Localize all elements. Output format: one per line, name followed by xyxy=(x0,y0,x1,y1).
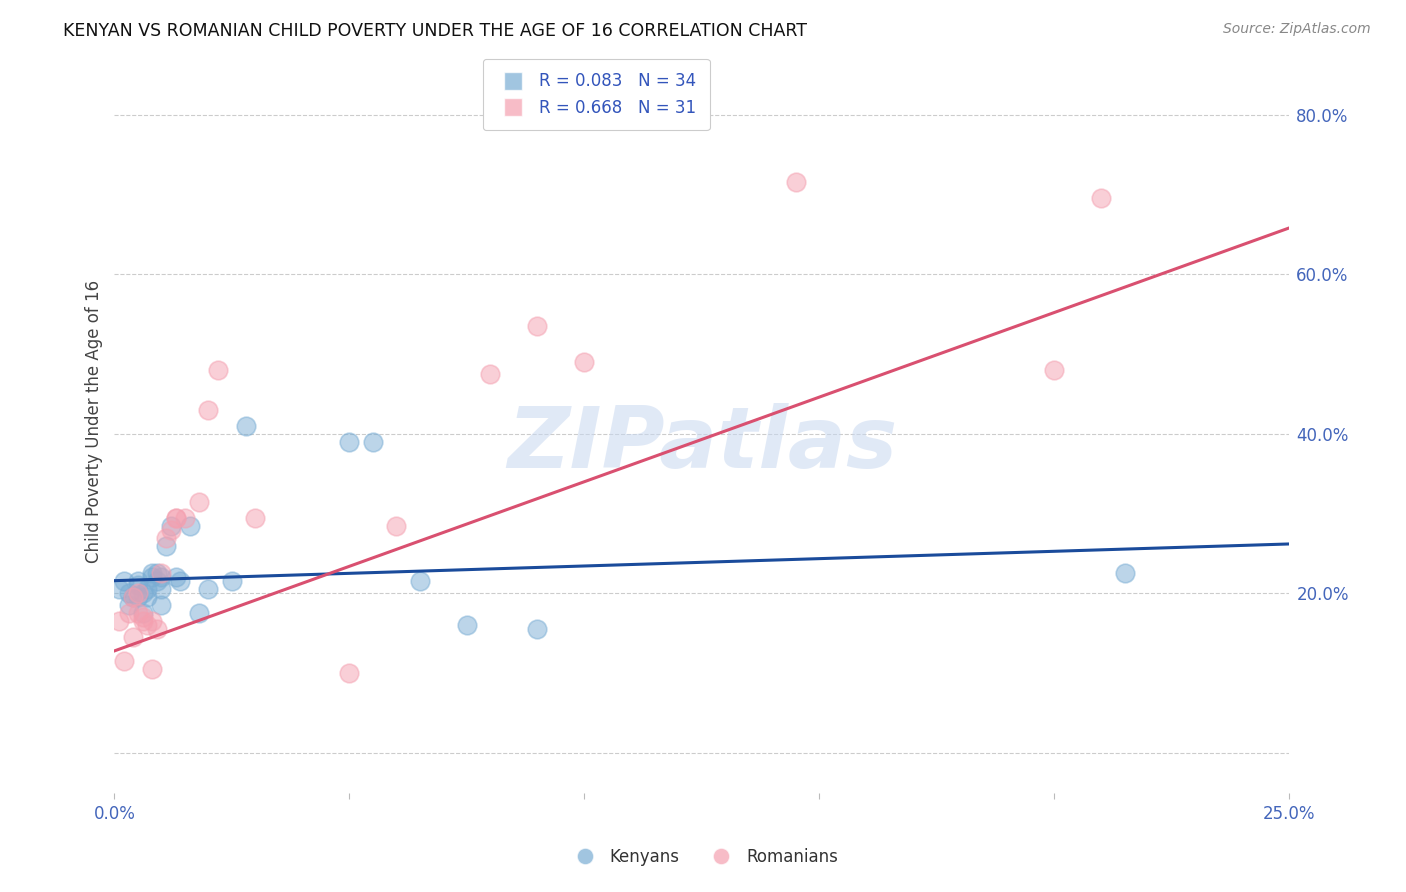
Point xyxy=(174,510,197,524)
Point xyxy=(122,591,145,605)
Point xyxy=(108,582,131,597)
Point xyxy=(221,574,243,589)
Point xyxy=(235,418,257,433)
Point xyxy=(131,615,153,629)
Point xyxy=(165,570,187,584)
Point xyxy=(188,494,211,508)
Point xyxy=(159,518,181,533)
Y-axis label: Child Poverty Under the Age of 16: Child Poverty Under the Age of 16 xyxy=(86,280,103,564)
Point xyxy=(117,607,139,621)
Point xyxy=(141,615,163,629)
Point xyxy=(127,578,149,592)
Point xyxy=(245,510,267,524)
Point xyxy=(136,591,159,605)
Legend: R = 0.083   N = 34, R = 0.668   N = 31: R = 0.083 N = 34, R = 0.668 N = 31 xyxy=(482,59,710,130)
Point xyxy=(456,618,478,632)
Point xyxy=(179,518,201,533)
Point xyxy=(141,566,163,581)
Point xyxy=(1090,191,1112,205)
Point xyxy=(207,363,229,377)
Point xyxy=(574,355,596,369)
Point xyxy=(479,367,502,381)
Point xyxy=(112,574,135,589)
Point xyxy=(526,623,548,637)
Point xyxy=(127,574,149,589)
Text: Source: ZipAtlas.com: Source: ZipAtlas.com xyxy=(1223,22,1371,37)
Point xyxy=(169,574,191,589)
Point xyxy=(165,510,187,524)
Point xyxy=(197,582,219,597)
Point xyxy=(526,319,548,334)
Point xyxy=(141,662,163,676)
Point xyxy=(117,599,139,613)
Point xyxy=(127,607,149,621)
Point xyxy=(136,582,159,597)
Point xyxy=(131,607,153,621)
Point xyxy=(339,666,361,681)
Point xyxy=(409,574,432,589)
Point xyxy=(785,175,807,189)
Point xyxy=(145,623,167,637)
Point xyxy=(127,591,149,605)
Point xyxy=(145,574,167,589)
Point xyxy=(165,510,187,524)
Point xyxy=(155,539,177,553)
Point xyxy=(361,434,384,449)
Legend: Kenyans, Romanians: Kenyans, Romanians xyxy=(561,842,845,873)
Point xyxy=(150,582,173,597)
Text: KENYAN VS ROMANIAN CHILD POVERTY UNDER THE AGE OF 16 CORRELATION CHART: KENYAN VS ROMANIAN CHILD POVERTY UNDER T… xyxy=(63,22,807,40)
Point xyxy=(141,570,163,584)
Point xyxy=(188,607,211,621)
Text: ZIPatlas: ZIPatlas xyxy=(506,402,897,485)
Point xyxy=(117,586,139,600)
Point xyxy=(385,518,408,533)
Point xyxy=(136,618,159,632)
Point xyxy=(1043,363,1066,377)
Point xyxy=(122,631,145,645)
Point xyxy=(155,531,177,545)
Point xyxy=(131,586,153,600)
Point xyxy=(122,591,145,605)
Point xyxy=(150,566,173,581)
Point xyxy=(108,615,131,629)
Point xyxy=(131,610,153,624)
Point xyxy=(1114,566,1136,581)
Point xyxy=(145,566,167,581)
Point xyxy=(150,570,173,584)
Point xyxy=(112,654,135,668)
Point xyxy=(127,586,149,600)
Point xyxy=(159,523,181,537)
Point xyxy=(197,402,219,417)
Point xyxy=(150,599,173,613)
Point xyxy=(339,434,361,449)
